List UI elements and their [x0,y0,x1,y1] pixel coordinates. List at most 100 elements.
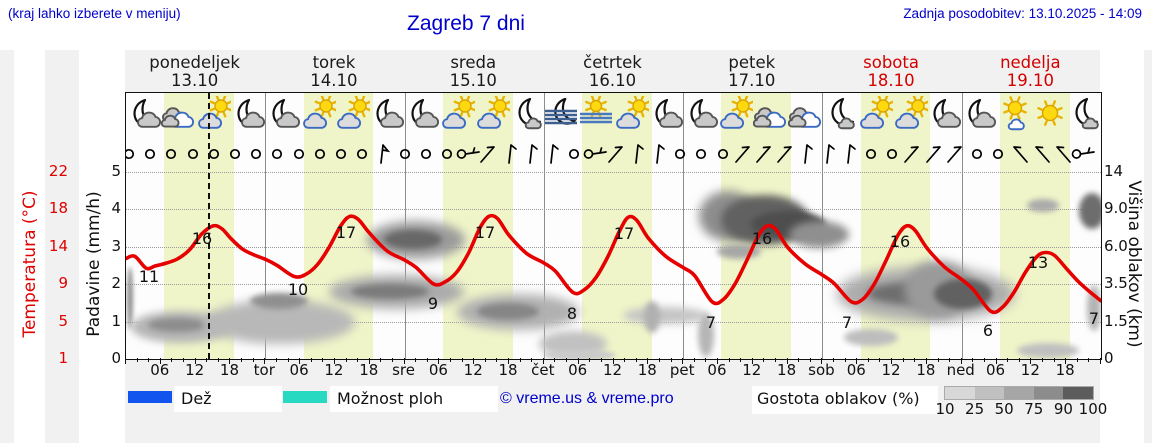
day-name: torek [312,53,356,72]
x-tick [983,358,985,362]
cloud-cover-blob [1079,193,1101,229]
x-axis-label: sob [808,361,835,379]
x-axis-label: 18 [219,361,239,379]
day-name: sobota [863,53,919,72]
cloud-cover-blob [1027,199,1059,212]
wind-symbol-ne [753,141,777,165]
weather-icon-sun-cloud [301,96,336,136]
x-axis-label: 06 [846,361,866,379]
x-tick [1100,358,1101,364]
x-tick [751,358,753,364]
wind-symbol-o [393,141,417,165]
density-segment [1063,387,1093,399]
wind-symbol-o [986,141,1010,165]
day-name: nedelja [1000,53,1061,72]
x-tick [148,358,150,362]
rain-swatch [128,391,172,403]
x-axis-label: 18 [637,361,657,379]
weather-icon-sun-small-cloud [997,96,1032,136]
x-tick [473,358,475,364]
weather-icon-sun-cloud [196,96,232,136]
weather-icon-moon-small-cloud [1067,96,1101,136]
x-tick [798,358,800,362]
temp-value-label: 9 [427,294,439,313]
weather-icon-moon-cloud [649,96,684,136]
x-tick [531,358,533,362]
x-tick [960,358,962,364]
cloud-tick: 0 [1104,349,1114,367]
day-header: četrtek 16.10 [548,54,678,90]
day-date: 18.10 [867,71,915,90]
cloud-axis-title: Višina oblakov (km) [1124,180,1144,348]
gridline [126,321,1101,323]
x-tick [1065,358,1067,364]
wind-symbol-o [435,141,459,165]
x-tick [333,358,335,364]
x-tick [867,358,869,362]
wind-symbol-flag [371,141,395,165]
legend-bg3 [752,386,938,414]
x-axis-label: 12 [463,361,483,379]
temp-value-label: 16 [751,229,773,248]
temp-value-label: 16 [191,229,213,248]
density-segment [945,387,975,399]
x-tick [275,358,277,362]
day-name: petek [728,53,776,72]
wind-symbol-n [817,141,841,165]
wind-symbol-o [859,141,883,165]
x-tick [554,358,556,362]
temp-tick: 14 [48,236,68,255]
precip-tick: 2 [111,274,121,292]
x-tick [415,358,417,362]
weather-icon-moon-cloud [266,96,301,136]
wind-symbol-n [499,141,523,165]
x-tick [624,358,626,362]
location-menu-hint: (kraj lahko izberete v meniju) [8,6,181,21]
cloud-tick: 3.5 [1104,274,1128,292]
wind-symbol-o [223,141,247,165]
x-tick [891,358,893,364]
cloud-density-gradient [944,386,1094,400]
top-strip [0,0,1152,50]
density-tick-label: 75 [1024,400,1044,418]
x-axis-label: 12 [324,361,344,379]
weather-icon-sun-cloud [718,96,754,136]
cloud-cover-blob [698,313,714,357]
x-tick [1041,358,1043,362]
wind-symbol-o [287,141,311,165]
precip-tick: 5 [111,161,121,180]
wind-symbol-ne [477,141,501,165]
x-tick [310,358,312,362]
last-update-text: Zadnja posodobitev: 13.10.2025 - 14:09 [903,6,1142,21]
density-segment [1004,387,1034,399]
weather-icon-sun [1032,96,1067,136]
x-tick [438,358,440,364]
weather-icon-moon-small-cloud [510,96,545,136]
x-tick [264,358,266,364]
x-tick [183,358,185,362]
x-tick [508,358,510,364]
x-tick [949,358,951,362]
wind-symbol-n [626,141,650,165]
x-tick [577,358,579,364]
cloud-cover-blob [477,303,539,320]
x-tick [125,358,126,364]
x-tick [391,358,393,362]
day-header: petek 17.10 [687,54,817,90]
wind-symbol-o [965,141,989,165]
x-tick [693,358,695,362]
weather-icon-sun-cloud [475,96,510,136]
day-separator-line [543,93,545,359]
x-tick [716,358,718,364]
x-axis-label: 12 [881,361,901,379]
x-axis-label: 18 [1055,361,1075,379]
x-tick [206,358,208,362]
credit-link[interactable]: © vreme.us & vreme.pro [500,390,674,407]
cloud-cover-blob [148,318,206,332]
wind-symbol-n [838,141,862,165]
temp-value-label: 7 [841,313,853,332]
current-time-line [208,93,211,359]
temp-value-label: 11 [138,267,160,286]
weather-icon-sun-cloud [335,96,371,136]
gridline [126,209,1101,210]
